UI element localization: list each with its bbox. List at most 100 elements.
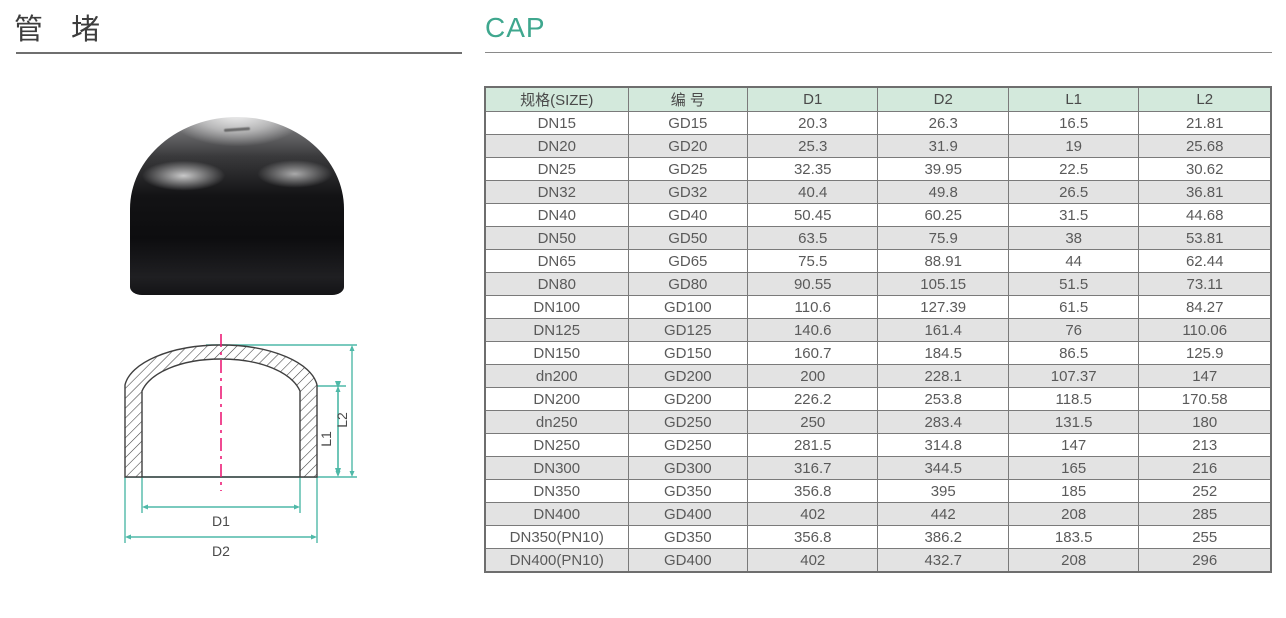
table-row: DN150 GD150 160.7 184.5 86.5 125.9 bbox=[484, 341, 1272, 365]
table-cell: DN40 bbox=[484, 203, 629, 227]
table-cell: 314.8 bbox=[877, 433, 1009, 457]
table-cell: dn200 bbox=[484, 364, 629, 388]
table-cell: 16.5 bbox=[1007, 111, 1140, 135]
table-cell: 140.6 bbox=[747, 318, 879, 342]
table-row: DN300 GD300 316.7 344.5 165 216 bbox=[484, 456, 1272, 480]
table-row: DN350 GD350 356.8 395 185 252 bbox=[484, 479, 1272, 503]
table-row: DN80 GD80 90.55 105.15 51.5 73.11 bbox=[484, 272, 1272, 296]
table-cell: DN50 bbox=[484, 226, 629, 250]
table-cell: 252 bbox=[1138, 479, 1272, 503]
table-cell: DN100 bbox=[484, 295, 629, 319]
table-cell: 31.5 bbox=[1007, 203, 1140, 227]
table-cell: DN200 bbox=[484, 387, 629, 411]
table-cell: 36.81 bbox=[1138, 180, 1272, 204]
table-row: DN200 GD200 226.2 253.8 118.5 170.58 bbox=[484, 387, 1272, 411]
table-cell: 296 bbox=[1138, 548, 1272, 573]
table-cell: 432.7 bbox=[877, 548, 1009, 573]
table-cell: DN20 bbox=[484, 134, 629, 158]
table-cell: 147 bbox=[1007, 433, 1140, 457]
table-cell: 75.5 bbox=[747, 249, 879, 273]
table-header-row: 规格(SIZE) 编 号 D1 D2 L1 L2 bbox=[484, 86, 1272, 112]
column-header-size: 规格(SIZE) bbox=[484, 86, 629, 112]
table-row: DN65 GD65 75.5 88.91 44 62.44 bbox=[484, 249, 1272, 273]
table-row: DN20 GD20 25.3 31.9 19 25.68 bbox=[484, 134, 1272, 158]
label-d1: D1 bbox=[212, 513, 230, 529]
table-cell: 386.2 bbox=[877, 525, 1009, 549]
table-cell: 402 bbox=[747, 548, 879, 573]
pipe-cap-image bbox=[130, 117, 344, 295]
table-cell: 76 bbox=[1007, 318, 1140, 342]
table-cell: 31.9 bbox=[877, 134, 1009, 158]
table-cell: 316.7 bbox=[747, 456, 879, 480]
table-cell: 32.35 bbox=[747, 157, 879, 181]
column-header-d1: D1 bbox=[747, 86, 879, 112]
table-cell: 170.58 bbox=[1138, 387, 1272, 411]
table-cell: GD32 bbox=[627, 180, 749, 204]
page-title-chinese: 管 堵 bbox=[14, 14, 111, 46]
table-cell: DN80 bbox=[484, 272, 629, 296]
table-cell: 105.15 bbox=[877, 272, 1009, 296]
table-cell: 131.5 bbox=[1007, 410, 1140, 434]
table-cell: 185 bbox=[1007, 479, 1140, 503]
table-cell: GD250 bbox=[627, 410, 749, 434]
table-cell: 44 bbox=[1007, 249, 1140, 273]
table-cell: 61.5 bbox=[1007, 295, 1140, 319]
table-cell: 183.5 bbox=[1007, 525, 1140, 549]
table-cell: DN400(PN10) bbox=[484, 548, 629, 573]
table-cell: GD100 bbox=[627, 295, 749, 319]
table-cell: 110.06 bbox=[1138, 318, 1272, 342]
table-row: DN25 GD25 32.35 39.95 22.5 30.62 bbox=[484, 157, 1272, 181]
table-cell: 160.7 bbox=[747, 341, 879, 365]
table-cell: 73.11 bbox=[1138, 272, 1272, 296]
table-cell: DN25 bbox=[484, 157, 629, 181]
table-cell: GD200 bbox=[627, 387, 749, 411]
table-cell: GD200 bbox=[627, 364, 749, 388]
table-cell: 53.81 bbox=[1138, 226, 1272, 250]
label-l2: L2 bbox=[334, 412, 350, 428]
title-underline-right bbox=[485, 52, 1272, 53]
table-row: DN350(PN10) GD350 356.8 386.2 183.5 255 bbox=[484, 525, 1272, 549]
table-cell: GD15 bbox=[627, 111, 749, 135]
dimension-drawing: D1 D2 L1 L2 bbox=[124, 334, 357, 559]
table-cell: 50.45 bbox=[747, 203, 879, 227]
table-cell: 285 bbox=[1138, 502, 1272, 526]
table-cell: 90.55 bbox=[747, 272, 879, 296]
table-cell: DN32 bbox=[484, 180, 629, 204]
table-cell: 125.9 bbox=[1138, 341, 1272, 365]
table-cell: 184.5 bbox=[877, 341, 1009, 365]
table-row: DN15 GD15 20.3 26.3 16.5 21.81 bbox=[484, 111, 1272, 135]
table-cell: 62.44 bbox=[1138, 249, 1272, 273]
label-l1: L1 bbox=[318, 431, 334, 447]
column-header-code: 编 号 bbox=[627, 86, 749, 112]
table-cell: dn250 bbox=[484, 410, 629, 434]
table-cell: 165 bbox=[1007, 456, 1140, 480]
table-cell: 49.8 bbox=[877, 180, 1009, 204]
table-cell: 356.8 bbox=[747, 525, 879, 549]
table-cell: DN350 bbox=[484, 479, 629, 503]
title-underline-left bbox=[16, 52, 462, 54]
table-cell: 26.5 bbox=[1007, 180, 1140, 204]
table-cell: 38 bbox=[1007, 226, 1140, 250]
table-cell: GD150 bbox=[627, 341, 749, 365]
table-cell: 30.62 bbox=[1138, 157, 1272, 181]
table-row: DN100 GD100 110.6 127.39 61.5 84.27 bbox=[484, 295, 1272, 319]
table-cell: GD250 bbox=[627, 433, 749, 457]
table-cell: DN250 bbox=[484, 433, 629, 457]
table-cell: 63.5 bbox=[747, 226, 879, 250]
table-cell: GD40 bbox=[627, 203, 749, 227]
column-header-d2: D2 bbox=[877, 86, 1009, 112]
table-cell: DN350(PN10) bbox=[484, 525, 629, 549]
table-cell: 60.25 bbox=[877, 203, 1009, 227]
table-cell: 118.5 bbox=[1007, 387, 1140, 411]
table-cell: DN15 bbox=[484, 111, 629, 135]
table-cell: 25.3 bbox=[747, 134, 879, 158]
table-cell: GD400 bbox=[627, 548, 749, 573]
table-cell: 127.39 bbox=[877, 295, 1009, 319]
table-cell: 75.9 bbox=[877, 226, 1009, 250]
table-cell: 213 bbox=[1138, 433, 1272, 457]
table-cell: 25.68 bbox=[1138, 134, 1272, 158]
table-cell: 253.8 bbox=[877, 387, 1009, 411]
page-title-english: CAP bbox=[485, 12, 546, 43]
table-cell: GD20 bbox=[627, 134, 749, 158]
table-cell: 84.27 bbox=[1138, 295, 1272, 319]
